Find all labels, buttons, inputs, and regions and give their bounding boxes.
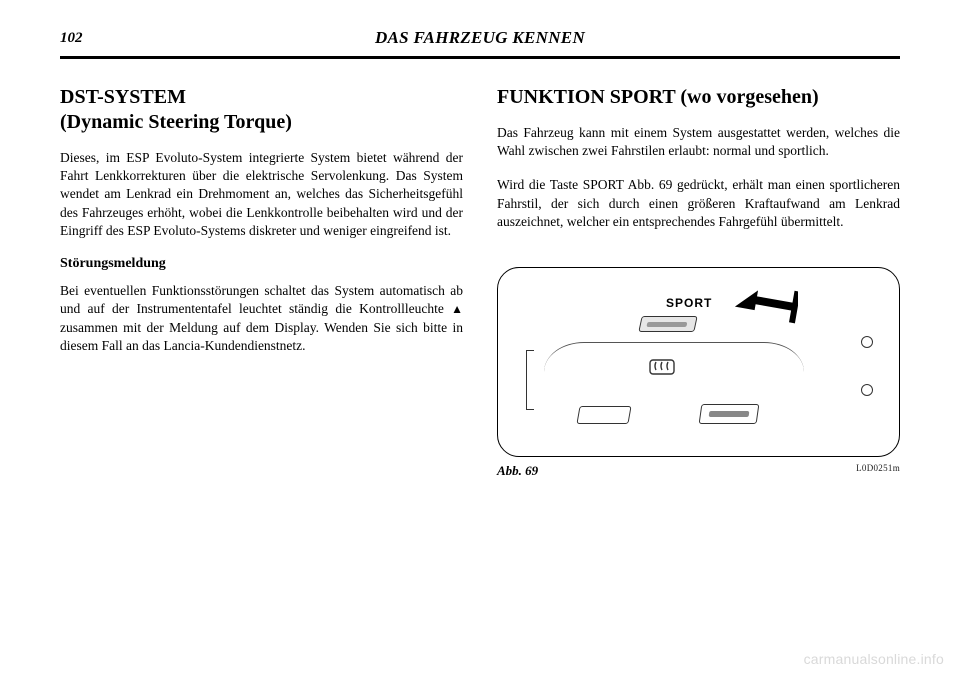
sport-paragraph-1: Das Fahrzeug kann mit einem System ausge… [497,124,900,160]
dst-title-line1: DST-SYSTEM [60,86,186,108]
figure-code: L0D0251m [856,463,900,479]
figure-69: SPORT [497,267,900,479]
header-rule [60,56,900,59]
figure-illustration: SPORT [497,267,900,457]
dst-title: DST-SYSTEM (Dynamic Steering Torque) [60,85,463,135]
defrost-icon [648,354,676,376]
sport-title: FUNKTION SPORT (wo vorgesehen) [497,85,900,110]
page-number: 102 [60,30,120,47]
fault-paragraph: Bei eventuellen Funktionsstörungen schal… [60,282,463,355]
fault-text-b: zusammen mit der Meldung auf dem Display… [60,320,463,353]
left-column: DST-SYSTEM (Dynamic Steering Torque) Die… [60,85,463,479]
fault-subtitle: Störungsmeldung [60,256,463,272]
bracket-left [526,350,534,410]
sport-button-shape [638,316,697,332]
content-columns: DST-SYSTEM (Dynamic Steering Torque) Die… [60,85,900,479]
panel-slot-right [699,404,760,424]
arrow-icon [734,282,798,324]
screw-bottom [861,384,873,396]
sport-paragraph-2: Wird die Taste SPORT Abb. 69 gedrückt, e… [497,176,900,231]
figure-caption: Abb. 69 [497,463,538,479]
warning-triangle-icon: ▲ [451,301,463,317]
screw-top [861,336,873,348]
header-title: DAS FAHRZEUG KENNEN [120,28,840,48]
right-column: FUNKTION SPORT (wo vorgesehen) Das Fahrz… [497,85,900,479]
page-header: 102 DAS FAHRZEUG KENNEN [60,28,900,48]
sport-button-label: SPORT [666,296,712,310]
page: 102 DAS FAHRZEUG KENNEN DST-SYSTEM (Dyna… [0,0,960,499]
dst-paragraph: Dieses, im ESP Evoluto-System integriert… [60,149,463,240]
watermark: carmanualsonline.info [804,651,944,667]
panel-slot-left [576,406,631,424]
dst-title-line2: (Dynamic Steering Torque) [60,111,292,133]
bracket-right [861,332,875,400]
fault-text-a: Bei eventuellen Funktionsstörungen schal… [60,283,463,316]
figure-caption-row: Abb. 69 L0D0251m [497,463,900,479]
